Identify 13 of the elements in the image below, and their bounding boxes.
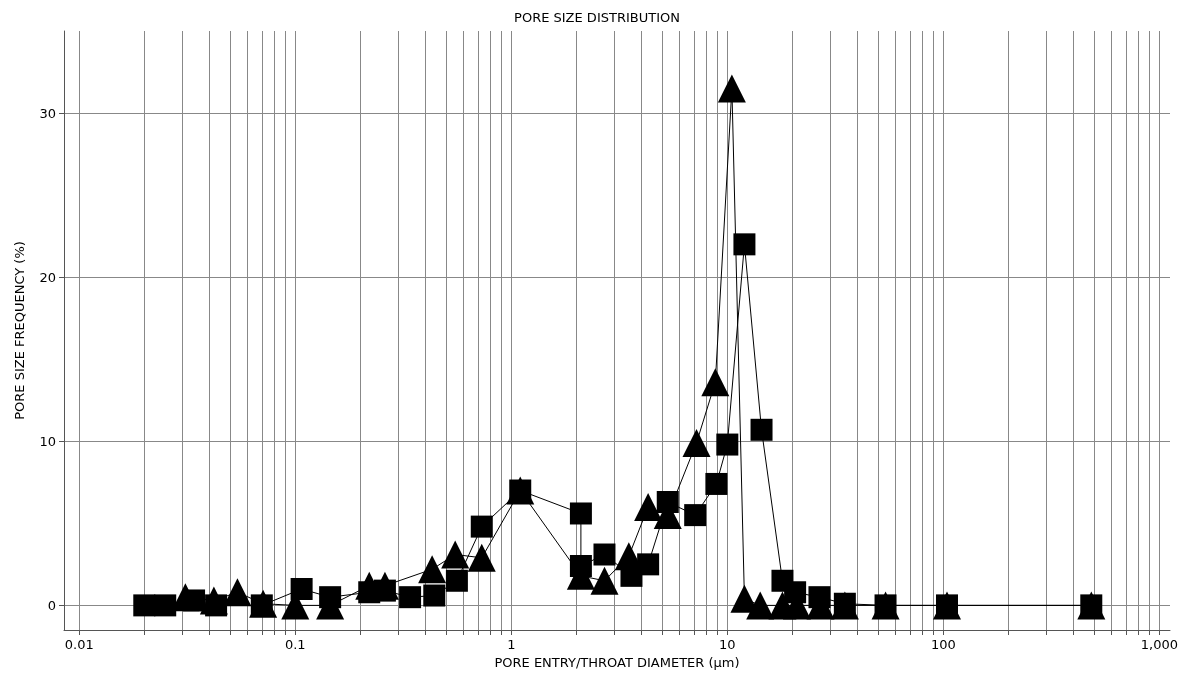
x-tick-label: 0.1 (284, 637, 306, 652)
x-tick-label: 1,000 (1140, 637, 1178, 652)
y-axis-title: PORE SIZE FREQUENCY (%) (12, 241, 27, 420)
x-tick-label: 1 (507, 637, 516, 652)
x-axis-title: PORE ENTRY/THROAT DIAMETER (µm) (494, 654, 740, 670)
chart-title: PORE SIZE DISTRIBUTION (514, 10, 680, 25)
x-tick-label: 100 (930, 637, 956, 652)
x-tick-label: 0.01 (64, 637, 94, 652)
y-tick-label: 10 (39, 433, 56, 449)
x-tick-label: 10 (719, 637, 736, 652)
y-tick-label: 20 (39, 269, 56, 285)
y-tick-label: 0 (47, 597, 56, 613)
y-tick-label: 30 (39, 105, 56, 121)
